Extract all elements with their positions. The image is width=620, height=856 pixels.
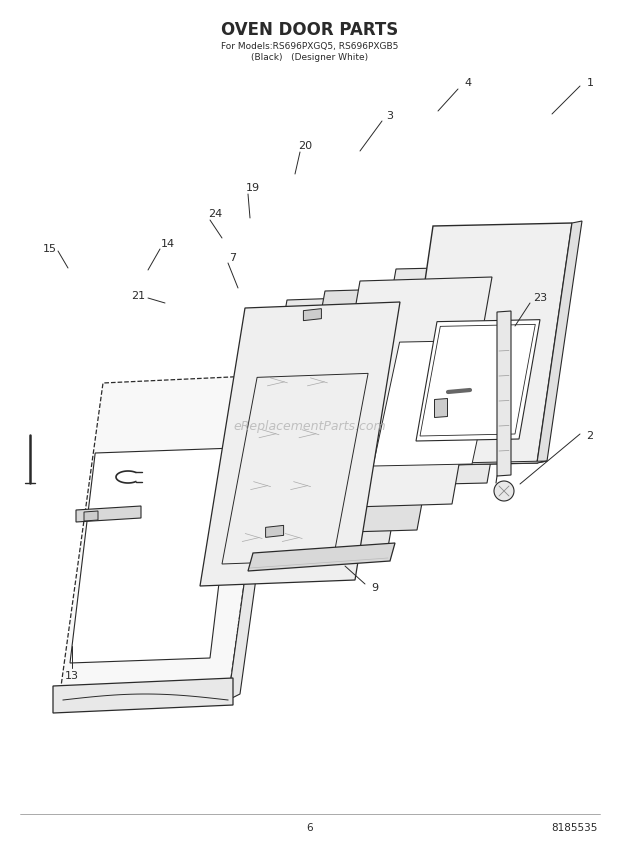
Text: 24: 24 [208, 209, 222, 219]
Text: 13: 13 [65, 671, 79, 681]
Polygon shape [398, 223, 572, 466]
Polygon shape [537, 221, 582, 463]
Polygon shape [70, 448, 235, 663]
Polygon shape [416, 319, 540, 441]
Text: 2: 2 [587, 431, 593, 441]
Text: 8185535: 8185535 [552, 823, 598, 833]
Text: eReplacementParts.com: eReplacementParts.com [234, 419, 386, 432]
Polygon shape [53, 678, 233, 713]
Text: 15: 15 [43, 244, 57, 254]
Text: 20: 20 [298, 141, 312, 151]
Text: 7: 7 [229, 253, 237, 263]
Text: (Black)   (Designer White): (Black) (Designer White) [252, 52, 368, 62]
Polygon shape [76, 506, 141, 522]
Polygon shape [358, 266, 525, 486]
Polygon shape [200, 302, 400, 586]
Text: 23: 23 [533, 293, 547, 303]
Polygon shape [280, 287, 462, 534]
Text: OVEN DOOR PARTS: OVEN DOOR PARTS [221, 21, 399, 39]
Polygon shape [58, 375, 273, 708]
Polygon shape [265, 526, 283, 538]
Text: For Models:RS696PXGQ5, RS696PXGB5: For Models:RS696PXGQ5, RS696PXGB5 [221, 41, 399, 51]
Polygon shape [248, 543, 395, 571]
Polygon shape [435, 399, 448, 418]
Text: 14: 14 [161, 239, 175, 249]
Text: 21: 21 [131, 291, 145, 301]
Circle shape [494, 481, 514, 501]
Text: 6: 6 [307, 823, 313, 833]
Polygon shape [228, 369, 285, 700]
Polygon shape [242, 295, 432, 558]
Polygon shape [303, 309, 321, 321]
Text: 4: 4 [464, 78, 472, 88]
Text: 9: 9 [371, 583, 379, 593]
Polygon shape [320, 277, 492, 508]
Polygon shape [398, 461, 547, 466]
Text: 1: 1 [587, 78, 593, 88]
Polygon shape [84, 511, 98, 521]
Polygon shape [497, 311, 511, 476]
Polygon shape [373, 340, 498, 466]
Text: 3: 3 [386, 111, 394, 121]
Text: 19: 19 [246, 183, 260, 193]
